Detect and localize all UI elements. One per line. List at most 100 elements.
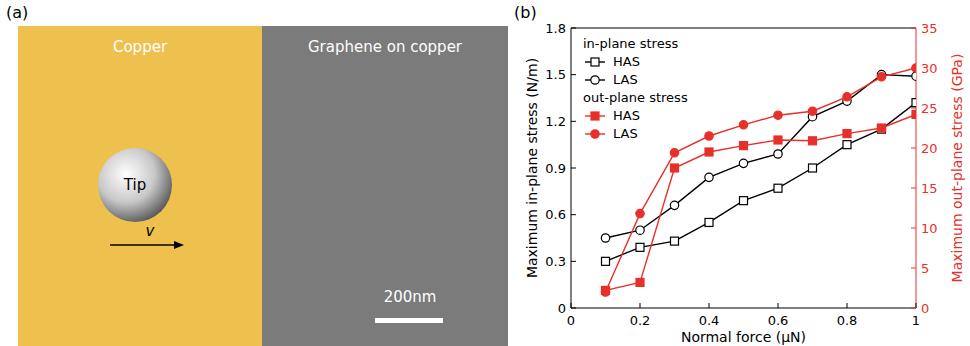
legend-label: LAS	[613, 126, 638, 141]
y-tick	[571, 28, 576, 29]
data-point	[809, 164, 817, 172]
y2-tick	[911, 188, 916, 189]
y-tick-label: 1.8	[545, 21, 566, 36]
y2-tick	[911, 308, 916, 309]
data-point	[774, 150, 782, 158]
legend-title: in-plane stress	[583, 36, 678, 51]
x-tick	[916, 303, 917, 308]
y2-axis-title: Maximum out-plane stress (GPa)	[949, 54, 965, 283]
scale-bar-label: 200nm	[384, 288, 437, 306]
data-point	[670, 201, 678, 209]
frame	[571, 28, 916, 29]
data-point	[636, 278, 644, 286]
y-tick	[571, 308, 576, 309]
series-line	[606, 114, 917, 290]
legend-marker	[591, 112, 599, 120]
graphene-region	[262, 26, 508, 346]
x-tick	[571, 303, 572, 308]
data-point	[636, 209, 644, 217]
data-point	[705, 173, 713, 181]
y-tick-label: 0.6	[545, 207, 566, 222]
data-point	[843, 141, 851, 149]
y2-tick	[911, 28, 916, 29]
data-point	[774, 111, 782, 119]
data-point	[774, 136, 782, 144]
data-point	[705, 148, 713, 156]
data-point	[912, 110, 916, 118]
y2-tick	[911, 268, 916, 269]
y-tick	[571, 168, 576, 169]
x-axis	[571, 308, 916, 309]
data-point	[705, 132, 713, 140]
data-point	[602, 257, 610, 265]
data-point	[809, 137, 817, 145]
panel-label: (b)	[514, 3, 537, 22]
y-tick-label: 1.2	[545, 114, 566, 129]
y-tick-label: 0.3	[545, 254, 566, 269]
y2-tick-label: 35	[921, 21, 938, 36]
y-tick-label: 0	[558, 301, 566, 316]
data-point	[740, 142, 748, 150]
data-point	[878, 124, 886, 132]
data-point	[877, 73, 885, 81]
y-tick-label: 1.5	[545, 67, 566, 82]
velocity-label: v	[146, 222, 156, 240]
data-point	[671, 237, 679, 245]
data-point	[912, 72, 916, 80]
y2-tick-label: 15	[921, 181, 938, 196]
data-point	[601, 288, 609, 296]
x-tick-label: 1	[912, 313, 920, 328]
region-label: Copper	[113, 38, 168, 56]
data-point	[601, 234, 609, 242]
legend-label: LAS	[613, 72, 638, 87]
legend-marker	[591, 130, 599, 138]
y-tick	[571, 121, 576, 122]
data-point	[774, 184, 782, 192]
data-point	[843, 93, 851, 101]
y2-tick-label: 20	[921, 141, 938, 156]
y-tick-label: 0.9	[545, 161, 566, 176]
tip-label: Tip	[123, 176, 146, 194]
y2-tick-label: 10	[921, 221, 938, 236]
legend-marker	[591, 76, 599, 84]
x-axis-title: Normal force (μN)	[681, 329, 806, 345]
data-point	[912, 64, 916, 72]
legend-label: HAS	[613, 54, 640, 69]
region-label: Graphene on copper	[308, 38, 463, 56]
x-tick-label: 0	[567, 313, 575, 328]
x-tick	[709, 303, 710, 308]
y-tick	[571, 74, 576, 75]
y2-tick-label: 0	[921, 301, 929, 316]
data-point	[670, 149, 678, 157]
data-point	[739, 159, 747, 167]
legend-marker	[591, 58, 599, 66]
data-point	[740, 197, 748, 205]
data-point	[705, 218, 713, 226]
x-tick	[847, 303, 848, 308]
data-point	[912, 99, 916, 107]
data-point	[636, 226, 644, 234]
x-tick	[640, 303, 641, 308]
y-tick	[571, 261, 576, 262]
y-axis-title: Maximum in-plane stress (N/m)	[524, 58, 540, 278]
data-point	[843, 130, 851, 138]
velocity-arrow	[110, 244, 176, 246]
data-point	[636, 243, 644, 251]
arrow-head	[174, 241, 184, 249]
x-tick	[778, 303, 779, 308]
legend-title: out-plane stress	[583, 90, 688, 105]
y2-tick	[911, 108, 916, 109]
x-tick-label: 0.4	[699, 313, 720, 328]
y2-tick-label: 30	[921, 61, 938, 76]
legend-label: HAS	[613, 108, 640, 123]
series-line	[606, 103, 917, 262]
y2-tick	[911, 148, 916, 149]
y2-tick	[911, 228, 916, 229]
copper-region	[18, 26, 262, 346]
x-tick-label: 0.8	[837, 313, 858, 328]
figure: (a) Copper Graphene on copper Tip v 200nm (b) 0…	[0, 0, 970, 346]
y2-tick-label: 5	[921, 261, 929, 276]
tip-sphere	[98, 148, 172, 222]
y-tick	[571, 214, 576, 215]
panel-label: (a)	[6, 3, 28, 22]
